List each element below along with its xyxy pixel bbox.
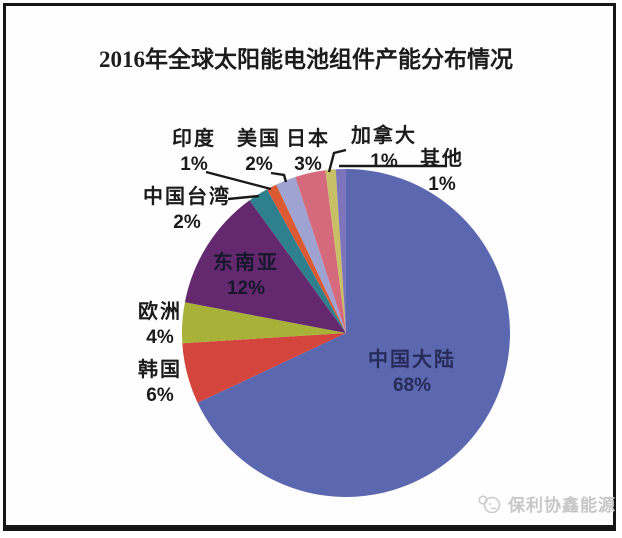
- pie-slice-taiwan-china: [249, 189, 346, 333]
- pie-slice-se-asia: [184, 200, 346, 333]
- pie-slice-japan: [295, 170, 346, 333]
- pie-slice-europe: [181, 302, 346, 344]
- pie-slice-other: [335, 168, 346, 333]
- canada-leader-line: [327, 148, 347, 173]
- pie-slice-korea: [182, 333, 346, 403]
- watermark-text: 保利协鑫能源: [508, 496, 616, 515]
- pie-slice-india: [267, 184, 346, 333]
- chart-title: 2016年全球太阳能电池组件产能分布情况: [99, 47, 513, 72]
- india-leader-line: [205, 170, 272, 191]
- taiwan-china-leader-line: [227, 194, 260, 201]
- pie-slice-china-mainland: [197, 169, 511, 497]
- gcl-logo-icon: [478, 494, 501, 513]
- watermark: 保利协鑫能源: [477, 491, 616, 516]
- pie-slice-usa: [276, 177, 346, 333]
- pie-slice-canada: [325, 169, 346, 333]
- usa-leader-line: [270, 171, 288, 183]
